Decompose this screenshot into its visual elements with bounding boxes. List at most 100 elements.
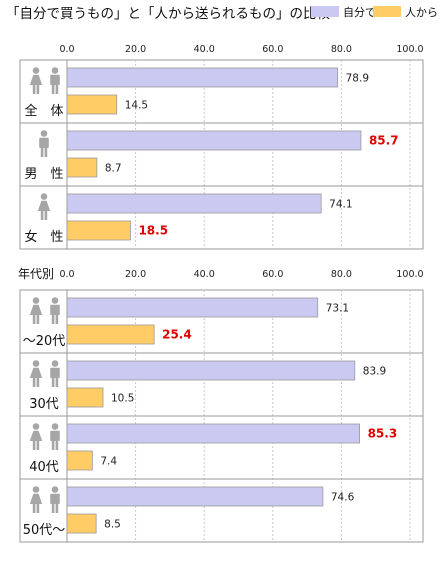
value-label-others: 8.5 xyxy=(104,519,121,531)
legend-swatch-self xyxy=(311,6,339,17)
female-icon-leg-right xyxy=(36,85,40,94)
male-icon-head xyxy=(51,67,59,74)
row-label: 女 性 xyxy=(24,229,63,245)
tick-label: 40.0 xyxy=(194,44,215,55)
female-icon-dress xyxy=(29,430,43,441)
female-icon-leg-right xyxy=(44,211,48,220)
value-label-others: 25.4 xyxy=(162,328,192,342)
row-label: 男 性 xyxy=(24,167,63,182)
female-icon-leg-right xyxy=(36,315,40,324)
female-icon-head xyxy=(40,193,48,200)
male-icon-leg-left xyxy=(51,441,55,450)
value-label-self: 83.9 xyxy=(363,366,386,378)
legend-swatch-others xyxy=(373,6,401,17)
female-icon-head xyxy=(32,297,40,304)
female-icon-leg-right xyxy=(36,378,40,387)
value-label-self: 78.9 xyxy=(346,73,369,85)
female-icon-head xyxy=(32,67,40,74)
value-label-self: 74.6 xyxy=(331,492,355,504)
bar-self xyxy=(66,423,360,444)
tick-label: 60.0 xyxy=(262,269,283,280)
value-label-self: 73.1 xyxy=(326,303,349,315)
value-label-others: 10.5 xyxy=(111,393,134,405)
tick-label: 20.0 xyxy=(125,44,146,55)
bar-others xyxy=(66,94,118,115)
female-icon-dress xyxy=(29,367,43,378)
bar-others xyxy=(66,450,93,471)
male-icon-leg-right xyxy=(55,504,59,513)
female-icon-leg-right xyxy=(36,441,40,450)
male-icon-leg-left xyxy=(51,504,55,513)
male-icon-head xyxy=(51,297,59,304)
bar-others xyxy=(66,157,98,178)
bar-self xyxy=(66,297,319,318)
tick-label: 80.0 xyxy=(331,44,352,55)
male-icon-head xyxy=(51,486,59,493)
male-icon-torso xyxy=(50,304,60,315)
legend-label-self: 自分で xyxy=(343,6,376,19)
male-icon-torso xyxy=(50,74,60,85)
male-icon-leg-right xyxy=(44,148,48,157)
tick-label: 60.0 xyxy=(262,44,283,55)
tick-label: 0.0 xyxy=(59,269,74,280)
value-label-others: 18.5 xyxy=(138,224,168,238)
female-icon-leg-left xyxy=(40,211,44,220)
male-icon-torso xyxy=(50,493,60,504)
female-icon-leg-left xyxy=(32,504,36,513)
female-icon-leg-left xyxy=(32,378,36,387)
row-label: ～20代 xyxy=(23,334,66,349)
value-label-self: 85.3 xyxy=(368,427,398,441)
female-icon-head xyxy=(32,423,40,430)
tick-label: 20.0 xyxy=(125,269,146,280)
female-icon-dress xyxy=(29,74,43,85)
value-label-others: 14.5 xyxy=(125,100,148,112)
row-label: 40代 xyxy=(29,460,59,475)
bar-self xyxy=(66,67,339,88)
female-icon-leg-left xyxy=(32,85,36,94)
chart-title: 「自分で買うもの」と「人から送られるもの」の比較 xyxy=(6,6,330,22)
bar-others xyxy=(66,324,155,345)
tick-label: 80.0 xyxy=(331,269,352,280)
female-icon-head xyxy=(32,486,40,493)
male-icon-leg-left xyxy=(51,378,55,387)
legend-label-others: 人から xyxy=(405,6,438,19)
bar-others xyxy=(66,387,104,408)
section-label-age: 年代別 xyxy=(18,267,55,281)
bar-self xyxy=(66,130,362,151)
bar-self xyxy=(66,486,324,507)
bar-self xyxy=(66,360,356,381)
male-icon-torso xyxy=(50,430,60,441)
male-icon-leg-right xyxy=(55,315,59,324)
male-icon-leg-right xyxy=(55,378,59,387)
female-icon-head xyxy=(32,360,40,367)
tick-label: 100.0 xyxy=(396,44,423,55)
male-icon-leg-right xyxy=(55,85,59,94)
female-icon-dress xyxy=(29,304,43,315)
tick-label: 0.0 xyxy=(59,44,74,55)
male-icon-leg-left xyxy=(40,148,44,157)
tick-label: 100.0 xyxy=(396,269,423,280)
bar-self xyxy=(66,193,322,214)
value-label-others: 7.4 xyxy=(100,456,117,468)
tick-label: 40.0 xyxy=(194,269,215,280)
value-label-self: 85.7 xyxy=(369,134,399,148)
bar-others xyxy=(66,220,131,241)
value-label-others: 8.7 xyxy=(105,163,122,175)
row-label: 30代 xyxy=(29,397,59,412)
value-label-self: 74.1 xyxy=(329,199,352,211)
female-icon-dress xyxy=(29,493,43,504)
female-icon-leg-left xyxy=(32,315,36,324)
panel-frame xyxy=(19,59,424,250)
bar-others xyxy=(66,513,97,534)
row-label: 50代～ xyxy=(23,523,66,538)
male-icon-leg-left xyxy=(51,315,55,324)
male-icon-head xyxy=(51,423,59,430)
male-icon-torso xyxy=(50,367,60,378)
row-label: 全 体 xyxy=(24,103,63,119)
male-icon-torso xyxy=(39,137,49,148)
female-icon-leg-left xyxy=(32,441,36,450)
legend: 自分で 人から xyxy=(311,4,439,20)
female-icon-leg-right xyxy=(36,504,40,513)
